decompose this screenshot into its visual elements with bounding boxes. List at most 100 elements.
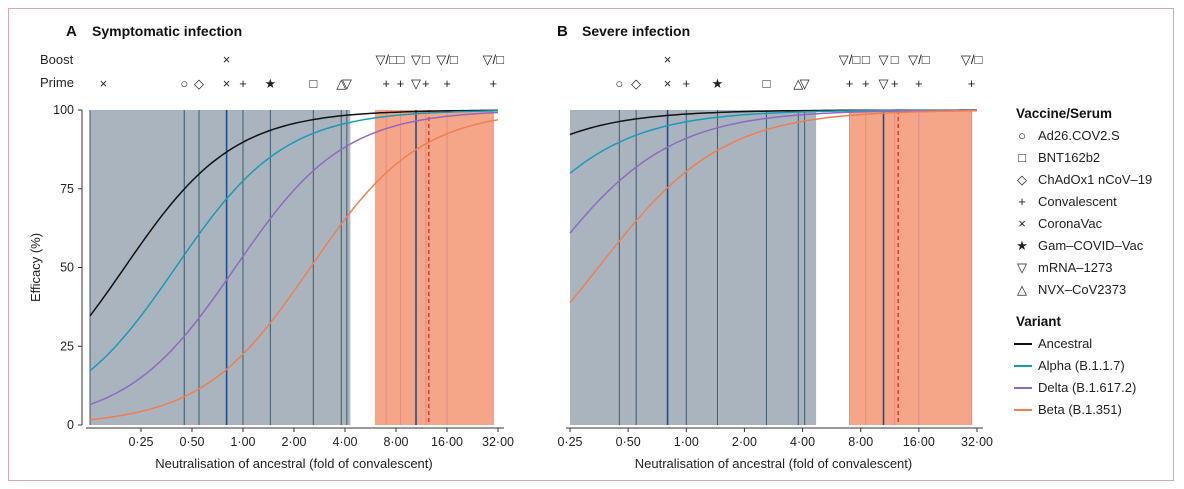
- x-tick-label: 32·00: [482, 435, 514, 449]
- legend-vaccine-label: mRNA–1273: [1038, 260, 1112, 275]
- legend-vaccine-title: Vaccine/Serum: [1016, 106, 1112, 121]
- legend-vaccine-symbol: △: [1017, 282, 1027, 297]
- prime-marker: +: [862, 76, 870, 91]
- salmon-region: [849, 110, 972, 425]
- legend-variant-label: Ancestral: [1038, 336, 1092, 351]
- boost-marker: ×: [664, 52, 672, 67]
- x-tick-label: 0·50: [179, 435, 204, 449]
- prime-marker: ▽: [342, 76, 352, 91]
- boost-row-label: Boost: [40, 52, 74, 67]
- panel-title: Severe infection: [582, 23, 690, 39]
- x-tick-label: 16·00: [903, 435, 935, 449]
- prime-marker: ★: [265, 76, 277, 91]
- x-tick-label: 2·00: [732, 435, 757, 449]
- y-tick-label: 75: [60, 182, 74, 196]
- boost-marker: □: [862, 52, 870, 67]
- grey-region: [90, 110, 351, 425]
- boost-marker: ▽/□: [961, 52, 983, 67]
- prime-marker: +: [382, 76, 390, 91]
- boost-marker: □: [422, 52, 430, 67]
- boost-marker: □: [397, 52, 405, 67]
- boost-marker: ▽: [879, 52, 889, 67]
- series-line-delta: [89, 111, 499, 406]
- legend-vaccine-symbol: ○: [1018, 128, 1026, 143]
- y-tick-label: 25: [60, 339, 74, 353]
- prime-marker: ×: [223, 76, 231, 91]
- prime-marker: ○: [615, 76, 623, 91]
- boost-marker: ▽/□: [908, 52, 930, 67]
- prime-marker: △: [336, 76, 346, 91]
- y-tick-label: 50: [60, 261, 74, 275]
- prime-marker: +: [422, 76, 430, 91]
- x-tick-label: 4·00: [332, 435, 357, 449]
- prime-marker: ◇: [194, 76, 204, 91]
- x-tick-label: 8·00: [383, 435, 408, 449]
- series-line-ancestral: [89, 109, 499, 317]
- x-tick-label: 4·00: [790, 435, 815, 449]
- x-tick-label: 0·50: [616, 435, 641, 449]
- prime-marker: +: [915, 76, 923, 91]
- y-tick-label: 0: [67, 418, 74, 432]
- x-tick-label: 0·25: [557, 435, 582, 449]
- panel-letter: B: [557, 23, 568, 40]
- prime-marker: ▽: [879, 76, 889, 91]
- legend-vaccine-label: Ad26.COV2.S: [1038, 128, 1120, 143]
- grey-region: [570, 110, 817, 425]
- boost-marker: ▽/□: [375, 52, 397, 67]
- legend-vaccine-label: NVX–CoV2373: [1038, 282, 1126, 297]
- prime-marker: ◇: [631, 76, 641, 91]
- prime-marker: ★: [712, 76, 724, 91]
- legend-variant-label: Alpha (B.1.1.7): [1038, 358, 1125, 373]
- legend-vaccine-symbol: ◇: [1017, 172, 1027, 187]
- prime-marker: ▽: [800, 76, 810, 91]
- series-line-alpha: [89, 110, 499, 372]
- legend-vaccine-label: Gam–COVID–Vac: [1038, 238, 1144, 253]
- x-axis-label: Neutralisation of ancestral (fold of con…: [155, 456, 432, 471]
- legend-vaccine-symbol: +: [1018, 194, 1026, 209]
- legend-vaccine-symbol: ★: [1016, 238, 1028, 253]
- prime-marker: +: [239, 76, 247, 91]
- prime-marker: □: [309, 76, 317, 91]
- prime-marker: □: [763, 76, 771, 91]
- prime-marker: +: [682, 76, 690, 91]
- legend-variant-title: Variant: [1016, 314, 1062, 329]
- prime-marker: ×: [100, 76, 108, 91]
- legend-vaccine-label: Convalescent: [1038, 194, 1117, 209]
- x-tick-label: 1·00: [230, 435, 255, 449]
- boost-marker: □: [891, 52, 899, 67]
- legend-vaccine-symbol: ▽: [1017, 260, 1027, 275]
- prime-marker: ▽: [411, 76, 421, 91]
- legend-vaccine-label: ChAdOx1 nCoV–19: [1038, 172, 1152, 187]
- y-axis-label: Efficacy (%): [28, 233, 43, 302]
- x-axis-label: Neutralisation of ancestral (fold of con…: [635, 456, 912, 471]
- series-line-delta: [569, 109, 977, 234]
- series-line-beta: [89, 119, 499, 421]
- prime-row-label: Prime: [40, 75, 74, 90]
- prime-marker: +: [846, 76, 854, 91]
- prime-marker: ○: [180, 76, 188, 91]
- legend-vaccine-label: CoronaVac: [1038, 216, 1103, 231]
- prime-marker: +: [968, 76, 976, 91]
- figure-frame: [8, 8, 1174, 481]
- boost-marker: ▽/□: [436, 52, 458, 67]
- salmon-region: [374, 110, 494, 425]
- boost-marker: ×: [223, 52, 231, 67]
- legend-vaccine-symbol: □: [1018, 150, 1026, 165]
- prime-marker: +: [397, 76, 405, 91]
- panel-letter: A: [66, 23, 77, 40]
- legend-variant-label: Beta (B.1.351): [1038, 402, 1122, 417]
- y-tick-label: 100: [53, 103, 74, 117]
- legend-vaccine-symbol: ×: [1018, 216, 1026, 231]
- x-tick-label: 32·00: [961, 435, 993, 449]
- x-tick-label: 16·00: [431, 435, 463, 449]
- legend-vaccine-label: BNT162b2: [1038, 150, 1100, 165]
- prime-marker: △: [793, 76, 803, 91]
- x-tick-label: 2·00: [281, 435, 306, 449]
- prime-marker: +: [891, 76, 899, 91]
- x-tick-label: 0·25: [128, 435, 153, 449]
- legend-variant-label: Delta (B.1.617.2): [1038, 380, 1136, 395]
- x-tick-label: 1·00: [674, 435, 699, 449]
- prime-marker: +: [489, 76, 497, 91]
- prime-marker: ×: [664, 76, 672, 91]
